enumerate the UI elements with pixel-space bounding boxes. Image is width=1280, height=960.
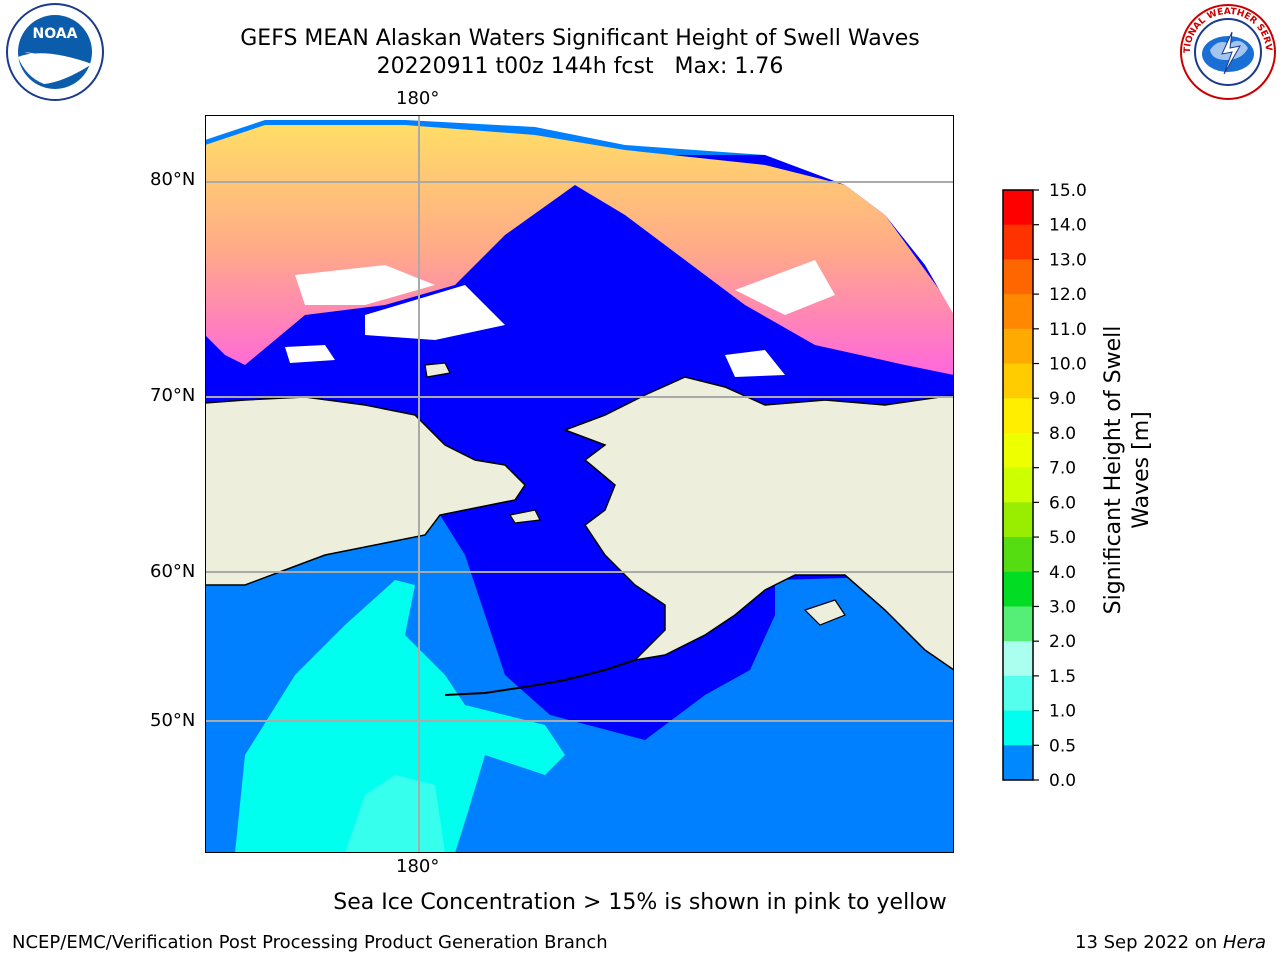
colorbar-swatch [1003, 467, 1033, 503]
colorbar-tick-label: 10.0 [1049, 355, 1087, 375]
colorbar-tick-label: 9.0 [1049, 389, 1076, 409]
colorbar-swatch [1003, 294, 1033, 330]
lat-label-60: 60°N [150, 561, 196, 582]
nws-logo: NATIONAL WEATHER SERVICE [1178, 2, 1276, 100]
colorbar-tick-label: 15.0 [1049, 181, 1087, 201]
lat-label-70: 70°N [150, 385, 196, 406]
ocean-area-high [235, 580, 565, 853]
colorbar-tick-label: 7.0 [1049, 459, 1076, 479]
colorbar-swatch [1003, 675, 1033, 712]
colorbar-swatch [1003, 432, 1033, 469]
colorbar-swatch [1003, 363, 1033, 399]
colorbar-swatch [1003, 606, 1033, 642]
sea-ice-caption: Sea Ice Concentration > 15% is shown in … [333, 890, 947, 915]
colorbar-tick-label: 11.0 [1049, 320, 1087, 340]
colorbar-swatch [1003, 745, 1033, 781]
colorbar-tick-label: 5.0 [1049, 528, 1076, 548]
lat-label-80: 80°N [150, 169, 196, 190]
colorbar-swatch [1003, 641, 1033, 677]
colorbar-title-line1: Significant Height of Swell [1101, 325, 1126, 615]
colorbar-tick-label: 0.0 [1049, 771, 1076, 790]
colorbar-swatch [1003, 571, 1033, 607]
colorbar-swatch [1003, 710, 1033, 746]
noaa-logo-text: NOAA [33, 26, 78, 42]
colorbar-title-line2: Waves [m] [1129, 411, 1154, 529]
land-siberia [205, 396, 526, 586]
colorbar-swatch [1003, 224, 1033, 260]
aleutian-islands [444, 659, 636, 696]
footer-date-text: 13 Sep 2022 on [1075, 932, 1223, 953]
colorbar-tick-label: 3.0 [1049, 597, 1076, 617]
colorbar-title: Significant Height of Swell Waves [m] [1100, 300, 1160, 640]
colorbar-swatch [1003, 502, 1033, 538]
colorbar-swatch [1003, 190, 1033, 226]
colorbar-tick-label: 8.0 [1049, 424, 1076, 444]
lat-label-50: 50°N [150, 710, 196, 731]
colorbar-tick-label: 12.0 [1049, 285, 1087, 305]
lon-label-top: 180° [396, 88, 440, 109]
noaa-logo: NOAA [6, 3, 104, 101]
colorbar: 15.0 14.0 13.0 12.0 11.0 10.0 9.0 8.0 7.0 6.0 5.0 4… [1002, 181, 1087, 790]
colorbar-tick-label: 0.5 [1049, 736, 1076, 756]
colorbar-tick-label: 2.0 [1049, 632, 1076, 652]
colorbar-swatch [1003, 259, 1033, 295]
footer-branch: NCEP/EMC/Verification Post Processing Pr… [12, 932, 608, 953]
colorbar-swatch [1003, 398, 1033, 434]
ice-interior [205, 115, 954, 315]
map-panel [205, 115, 954, 853]
colorbar-tick-label: 1.5 [1049, 667, 1076, 687]
colorbar-swatch [1003, 537, 1033, 573]
graticule [205, 115, 954, 853]
colorbar-tick-label: 1.0 [1049, 702, 1076, 722]
land-alaska [562, 376, 954, 671]
footer-host: Hera [1222, 932, 1266, 953]
colorbar-swatch [1003, 328, 1033, 365]
colorbar-tick-label: 14.0 [1049, 216, 1087, 236]
colorbar-tick-label: 6.0 [1049, 493, 1076, 513]
page-title: GEFS MEAN Alaskan Waters Significant Hei… [240, 26, 920, 51]
lon-label-bottom: 180° [396, 856, 440, 877]
footer-date: 13 Sep 2022 on Hera [1075, 932, 1266, 953]
page-subtitle: 20220911 t00z 144h fcst Max: 1.76 [376, 54, 784, 79]
sea-ice-area [205, 125, 954, 375]
colorbar-tick-label: 13.0 [1049, 250, 1087, 270]
colorbar-tick-label: 4.0 [1049, 563, 1076, 583]
